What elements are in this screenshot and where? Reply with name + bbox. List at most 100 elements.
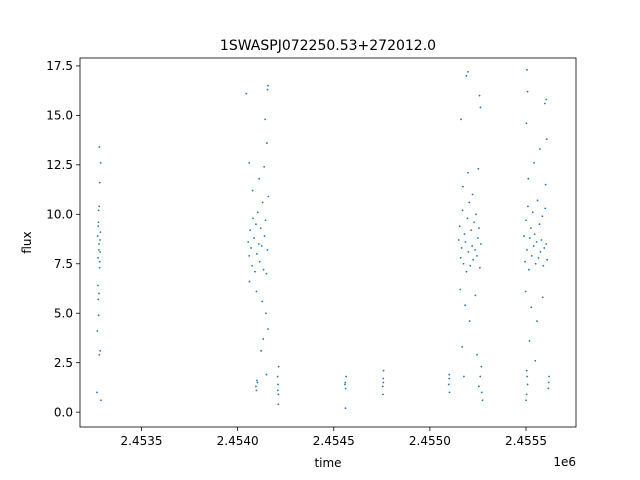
data-point xyxy=(263,235,266,237)
data-point xyxy=(539,251,542,253)
data-point xyxy=(464,304,466,307)
data-point xyxy=(255,290,258,293)
data-point xyxy=(262,268,265,271)
data-point xyxy=(448,377,451,380)
data-point xyxy=(265,272,268,275)
data-point xyxy=(525,122,528,125)
data-point xyxy=(99,161,102,164)
data-point xyxy=(344,383,346,386)
data-point xyxy=(471,193,474,196)
data-point xyxy=(276,389,279,392)
data-point xyxy=(99,239,101,241)
data-point xyxy=(537,256,540,259)
data-point xyxy=(256,211,259,214)
data-point xyxy=(548,375,550,378)
data-point xyxy=(260,349,262,352)
data-point xyxy=(98,181,101,184)
data-point xyxy=(255,252,258,255)
x-tick-label: 2.4555 xyxy=(505,434,547,448)
chart-title: 1SWASPJ072250.53+272012.0 xyxy=(220,38,436,54)
data-point xyxy=(472,258,475,261)
data-point xyxy=(382,393,384,396)
data-point xyxy=(466,217,469,220)
data-point xyxy=(527,205,529,208)
data-point xyxy=(467,171,469,174)
data-point xyxy=(252,217,254,220)
data-point xyxy=(540,239,543,241)
data-point xyxy=(448,373,451,376)
data-point xyxy=(541,215,544,218)
data-point xyxy=(97,249,100,251)
data-point xyxy=(258,177,261,180)
data-point xyxy=(344,387,347,390)
data-point xyxy=(468,320,471,323)
data-point xyxy=(462,185,464,188)
y-tick-label: 5.0 xyxy=(54,306,73,320)
data-point xyxy=(265,312,267,315)
data-point xyxy=(473,221,476,224)
data-point xyxy=(248,161,251,164)
data-point xyxy=(478,227,480,230)
data-point xyxy=(474,249,476,251)
data-point xyxy=(544,207,547,210)
data-point xyxy=(538,223,541,226)
data-point xyxy=(526,375,529,378)
data-point xyxy=(460,247,463,249)
data-point xyxy=(96,235,99,237)
data-point xyxy=(478,94,481,97)
data-point xyxy=(457,239,460,241)
data-point xyxy=(249,229,252,232)
data-point xyxy=(536,199,539,202)
data-point xyxy=(96,330,99,332)
data-point xyxy=(256,381,259,384)
data-point xyxy=(266,249,269,251)
data-point xyxy=(345,375,347,378)
data-point xyxy=(276,375,279,378)
x-tick-label: 2.4540 xyxy=(217,434,259,448)
data-point xyxy=(543,102,546,105)
data-point xyxy=(99,349,102,352)
data-point xyxy=(459,288,462,291)
data-point xyxy=(263,165,266,168)
data-point xyxy=(97,209,100,212)
data-point xyxy=(382,369,385,372)
data-point xyxy=(260,245,263,247)
data-point xyxy=(459,256,462,259)
data-point xyxy=(255,223,257,226)
data-point xyxy=(469,264,472,267)
data-point xyxy=(547,381,550,384)
data-point xyxy=(545,98,548,101)
scatter-points xyxy=(96,68,550,410)
data-point xyxy=(447,383,450,386)
data-point xyxy=(467,70,469,73)
data-point xyxy=(267,328,269,330)
data-point xyxy=(524,290,527,293)
data-point xyxy=(247,241,250,243)
plot-area-frame xyxy=(79,57,577,428)
data-point xyxy=(248,254,251,257)
data-point xyxy=(462,262,465,265)
data-point xyxy=(264,219,267,222)
data-point xyxy=(277,393,280,396)
y-tick-label: 12.5 xyxy=(46,158,73,172)
data-point xyxy=(98,243,100,245)
data-point xyxy=(266,88,269,91)
data-point xyxy=(382,377,385,380)
data-point xyxy=(99,231,102,234)
data-point xyxy=(467,251,470,253)
data-point xyxy=(250,247,253,249)
data-point xyxy=(535,241,538,243)
y-tick-label: 0.0 xyxy=(54,405,73,419)
data-point xyxy=(547,387,550,390)
data-point xyxy=(97,225,100,228)
data-point xyxy=(267,84,269,87)
data-point xyxy=(261,300,264,303)
data-point xyxy=(545,138,548,141)
data-point xyxy=(458,225,461,228)
data-point xyxy=(545,243,548,245)
data-point xyxy=(251,189,254,192)
data-point xyxy=(534,262,537,265)
data-point xyxy=(344,407,347,410)
y-tick-label: 17.5 xyxy=(46,59,73,73)
data-point xyxy=(525,369,528,372)
